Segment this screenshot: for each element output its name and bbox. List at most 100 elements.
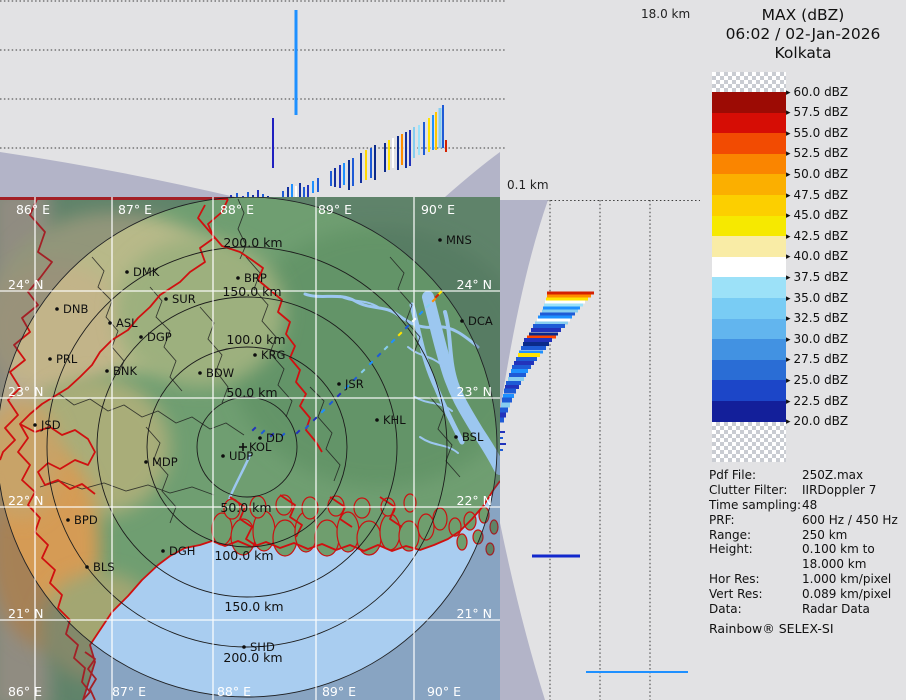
- echo-bar: [516, 357, 537, 361]
- info-row: Hor Res: 1.000 km/pixel: [709, 572, 904, 587]
- city-marker-UDP: UDP: [221, 449, 253, 463]
- radar-map[interactable]: 86° E 87° E 88° E 89° E 90° E 86° E 87° E 88° E…: [0, 197, 500, 700]
- echo-bar: [409, 130, 411, 166]
- echo-bar: [291, 184, 293, 197]
- scale-tick-label: ▸ 30.0 dBZ: [786, 331, 849, 346]
- svg-text:200.0 km: 200.0 km: [223, 235, 282, 250]
- city-marker-DNB: DNB: [55, 302, 88, 316]
- legend-band: [712, 92, 786, 113]
- scale-tick-label: ▸ 60.0 dBZ: [786, 84, 849, 99]
- svg-text:KOL: KOL: [249, 440, 272, 454]
- legend-band: [712, 359, 786, 381]
- city-markers: DMK DNB SUR ASL DGP PRL BNK BDW KRG BRP MNS DCA JSR K…: [33, 233, 493, 654]
- info-label: Pdf File:: [709, 468, 757, 482]
- echo-bar: [544, 303, 583, 307]
- legend-band: [712, 236, 786, 257]
- city-marker-BPD: BPD: [66, 513, 98, 527]
- grid-label: 22° N: [457, 493, 492, 508]
- tick-arrow-icon: ▸: [786, 272, 791, 283]
- echo-bar: [500, 437, 503, 439]
- svg-text:150.0 km: 150.0 km: [222, 284, 281, 299]
- echo-bar: [343, 163, 345, 185]
- scale-tick-label: ▸ 57.5 dBZ: [786, 105, 849, 120]
- svg-text:MDP: MDP: [152, 455, 178, 469]
- grid-label: 86° E: [8, 684, 42, 699]
- tick-arrow-icon: ▸: [786, 128, 791, 139]
- echo-bar: [542, 309, 578, 313]
- blind-wedge-right: [445, 152, 500, 197]
- echo-bar: [523, 342, 549, 346]
- city-marker-SUR: SUR: [164, 292, 196, 306]
- svg-text:BLS: BLS: [93, 560, 115, 574]
- echo-bar: [586, 671, 688, 673]
- echo-bar: [514, 361, 534, 365]
- svg-text:DGP: DGP: [147, 330, 172, 344]
- info-value: 0.100 km to: [802, 542, 875, 557]
- color-scale: [712, 72, 786, 462]
- legend-band: [712, 400, 786, 422]
- svg-text:100.0 km: 100.0 km: [214, 548, 273, 563]
- echo-bar: [533, 324, 565, 328]
- info-value: 600 Hz / 450 Hz: [802, 512, 898, 527]
- echo-bar: [334, 168, 336, 187]
- svg-text:ASL: ASL: [116, 316, 138, 330]
- echo-bar: [501, 402, 510, 408]
- svg-text:MNS: MNS: [446, 233, 472, 247]
- svg-text:BDW: BDW: [206, 366, 234, 380]
- scale-overflow-high: [712, 72, 786, 92]
- grid-label: 88° E: [217, 684, 251, 699]
- latlon-grid: [0, 197, 500, 700]
- grid-label: 89° E: [318, 202, 352, 217]
- legend-band: [712, 318, 786, 340]
- grid-label: 90° E: [427, 684, 461, 699]
- legend-band: [712, 380, 786, 401]
- svg-text:SUR: SUR: [172, 292, 196, 306]
- grid-label: 23° N: [457, 384, 492, 399]
- echo-bar: [294, 10, 298, 115]
- info-label: Clutter Filter:: [709, 482, 788, 497]
- map-echo-trail: [251, 290, 443, 438]
- svg-text:UDP: UDP: [229, 449, 253, 463]
- info-row: Data: Radar Data: [709, 602, 904, 617]
- scale-tick-label: ▸ 27.5 dBZ: [786, 352, 849, 367]
- scale-tick-label: ▸ 55.0 dBZ: [786, 125, 849, 140]
- city-marker-MNS: MNS: [438, 233, 472, 247]
- echo-bar: [546, 297, 588, 301]
- svg-text:KRG: KRG: [261, 348, 285, 362]
- info-label: Height:: [709, 542, 753, 557]
- tick-arrow-icon: ▸: [786, 252, 791, 263]
- info-value: 18.000 km: [802, 557, 867, 572]
- echo-bar: [401, 134, 403, 165]
- info-value: Radar Data: [802, 602, 870, 617]
- echo-bar: [537, 318, 570, 322]
- echo-bar: [388, 140, 390, 170]
- echo-bar: [413, 127, 415, 158]
- echo-bar: [531, 328, 561, 332]
- echo-bar: [423, 122, 425, 155]
- echo-bar: [317, 178, 319, 192]
- scale-tick-label: ▸ 22.5 dBZ: [786, 393, 849, 408]
- city-marker-SHD: SHD: [242, 640, 275, 654]
- echo-bar: [502, 397, 512, 403]
- info-row: Time sampling: 48: [709, 498, 904, 513]
- echo-bar: [500, 412, 506, 418]
- legend-band: [712, 133, 786, 154]
- tick-arrow-icon: ▸: [786, 211, 791, 222]
- legend-band: [712, 297, 786, 319]
- echo-bar: [500, 443, 506, 445]
- software-brand: Rainbow® SELEX-SI: [709, 621, 834, 636]
- echo-bar: [287, 187, 289, 197]
- echo-bar: [242, 196, 244, 197]
- cross-section-side-panel: [500, 200, 700, 700]
- echo-bar: [500, 417, 504, 423]
- grid-label: 22° N: [8, 493, 43, 508]
- grid-label: 24° N: [457, 277, 492, 292]
- echo-bar: [500, 431, 505, 433]
- echo-bar: [365, 150, 367, 180]
- info-value: 1.000 km/pixel: [802, 572, 892, 587]
- city-marker-DGH: DGH: [161, 544, 195, 558]
- legend-panel: MAX (dBZ) 06:02 / 02-Jan-2026 Kolkata ▸ 6…: [700, 0, 906, 700]
- echo-bar: [307, 185, 309, 197]
- echo-bar: [438, 108, 442, 148]
